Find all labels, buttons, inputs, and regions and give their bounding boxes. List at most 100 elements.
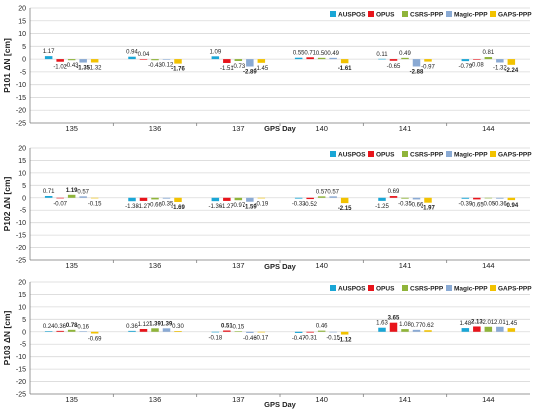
bar-opus-144: [473, 326, 481, 332]
legend-swatch-csrs-ppp: [402, 11, 408, 17]
bar-magic-ppp-136: [162, 59, 171, 60]
bar-auspos-140: [294, 331, 303, 333]
data-label: -0.73: [231, 64, 245, 70]
x-tick-label: 140: [315, 261, 328, 270]
y-tick-label: -15: [16, 367, 26, 374]
bar-opus-136: [139, 59, 148, 60]
data-label: -0.65: [387, 64, 401, 70]
data-label: -1.32: [493, 65, 507, 71]
y-tick-label: -10: [16, 82, 26, 89]
data-label: -2.89: [243, 69, 257, 75]
data-label: -0.07: [53, 201, 67, 207]
bar-gaps-ppp-137: [257, 59, 266, 63]
data-label: 0.04: [138, 52, 150, 58]
data-label: -1.69: [171, 205, 185, 211]
data-label: -0.35: [398, 202, 412, 208]
data-label: -0.18: [208, 335, 222, 341]
x-tick-label: 144: [482, 261, 495, 270]
legend-label-auspos: AUSPOS: [338, 152, 366, 159]
data-label: -0.47: [292, 336, 306, 342]
data-label: 1.09: [209, 49, 221, 55]
data-label: -0.15: [326, 335, 340, 341]
legend-swatch-opus: [368, 285, 374, 291]
bar-magic-ppp-137: [246, 197, 254, 202]
bar-csrs-ppp-141: [401, 329, 409, 332]
legend-label-opus: OPUS: [376, 286, 395, 293]
data-label: 1.17: [43, 49, 55, 55]
y-tick-label: 10: [18, 31, 26, 38]
data-label: -1.76: [171, 67, 185, 73]
bar-auspos-140: [294, 197, 303, 199]
chart-panel-p103: -25 -20 -15 -10 -5 0 5 10 15 20 P103 ΔN [cm] 135 0.2…: [0, 276, 539, 413]
bar-csrs-ppp-135: [67, 59, 76, 61]
data-label: 0.94: [126, 50, 138, 56]
data-label: -0.35: [160, 202, 174, 208]
bar-csrs-ppp-135: [67, 329, 76, 332]
bar-csrs-ppp-144: [484, 57, 493, 60]
y-tick-label: -10: [16, 220, 26, 227]
data-label: -1.59: [243, 205, 257, 211]
bar-auspos-141: [378, 58, 386, 60]
bar-magic-ppp-144: [496, 59, 504, 63]
x-tick-label: 136: [149, 261, 162, 270]
legend-swatch-gaps-ppp: [490, 285, 496, 291]
data-label: 0.50: [316, 51, 328, 57]
chart-p103: -25 -20 -15 -10 -5 0 5 10 15 20 P103 ΔN [cm] 135 0.2…: [2, 280, 532, 410]
bar-magic-ppp-140: [329, 57, 337, 60]
y-tick-label: -25: [16, 258, 26, 265]
data-label: 0.51: [221, 324, 233, 330]
bar-csrs-ppp-144: [484, 326, 493, 332]
x-tick-label: 141: [399, 395, 412, 404]
legend-swatch-auspos: [330, 151, 336, 157]
x-tick-label: 137: [232, 395, 245, 404]
legend-label-gaps-ppp: GAPS-PPP: [498, 12, 532, 19]
bar-auspos-136: [128, 330, 136, 332]
data-label: 1.08: [399, 322, 411, 328]
y-tick-label: 20: [18, 6, 26, 13]
bar-magic-ppp-141: [412, 197, 421, 200]
bar-opus-140: [306, 57, 314, 60]
y-tick-label: 10: [18, 170, 26, 177]
data-label: 1.39: [161, 321, 173, 327]
x-axis-title: GPS Day: [264, 400, 297, 409]
legend-label-auspos: AUSPOS: [338, 286, 366, 293]
data-label: 0.71: [304, 50, 316, 56]
legend-label-csrs-ppp: CSRS-PPP: [410, 152, 444, 159]
bar-opus-144: [473, 197, 481, 200]
data-label: 0.15: [232, 324, 244, 330]
bar-opus-136: [139, 328, 148, 332]
y-tick-label: -20: [16, 108, 26, 115]
data-label: -0.08: [470, 63, 484, 69]
legend-label-csrs-ppp: CSRS-PPP: [410, 286, 444, 293]
legend-swatch-magic-ppp: [446, 285, 452, 291]
bar-opus-141: [389, 59, 398, 61]
x-tick-label: 135: [65, 124, 78, 133]
bar-gaps-ppp-137: [257, 197, 266, 199]
bar-csrs-ppp-135: [67, 194, 76, 198]
legend-swatch-magic-ppp: [446, 151, 452, 157]
bar-auspos-140: [294, 57, 303, 60]
data-label: -1.45: [254, 66, 268, 72]
data-label: 1.63: [376, 321, 388, 327]
data-label: -0.36: [493, 202, 507, 208]
y-tick-label: 5: [22, 44, 26, 51]
y-axis-title: P101 ΔN [cm]: [2, 38, 12, 93]
bar-gaps-ppp-135: [90, 59, 99, 63]
data-label: -0.15: [88, 201, 102, 207]
bar-magic-ppp-144: [496, 197, 504, 199]
data-label: 0.30: [172, 324, 184, 330]
bar-gaps-ppp-136: [174, 331, 182, 332]
data-label: 1.39: [149, 321, 161, 327]
data-label: 0.11: [376, 52, 388, 58]
data-label: -0.52: [303, 202, 317, 208]
y-tick-label: -10: [16, 354, 26, 361]
bar-gaps-ppp-137: [257, 331, 266, 333]
data-label: 2.01: [482, 320, 494, 326]
bar-gaps-ppp-136: [174, 197, 182, 202]
data-label: -2.24: [504, 68, 518, 74]
legend-label-magic-ppp: Magic-PPP: [454, 12, 488, 19]
y-tick-label: 15: [18, 292, 26, 299]
data-label: 0.49: [399, 51, 411, 57]
bar-csrs-ppp-136: [151, 59, 159, 61]
x-tick-label: 144: [482, 124, 495, 133]
